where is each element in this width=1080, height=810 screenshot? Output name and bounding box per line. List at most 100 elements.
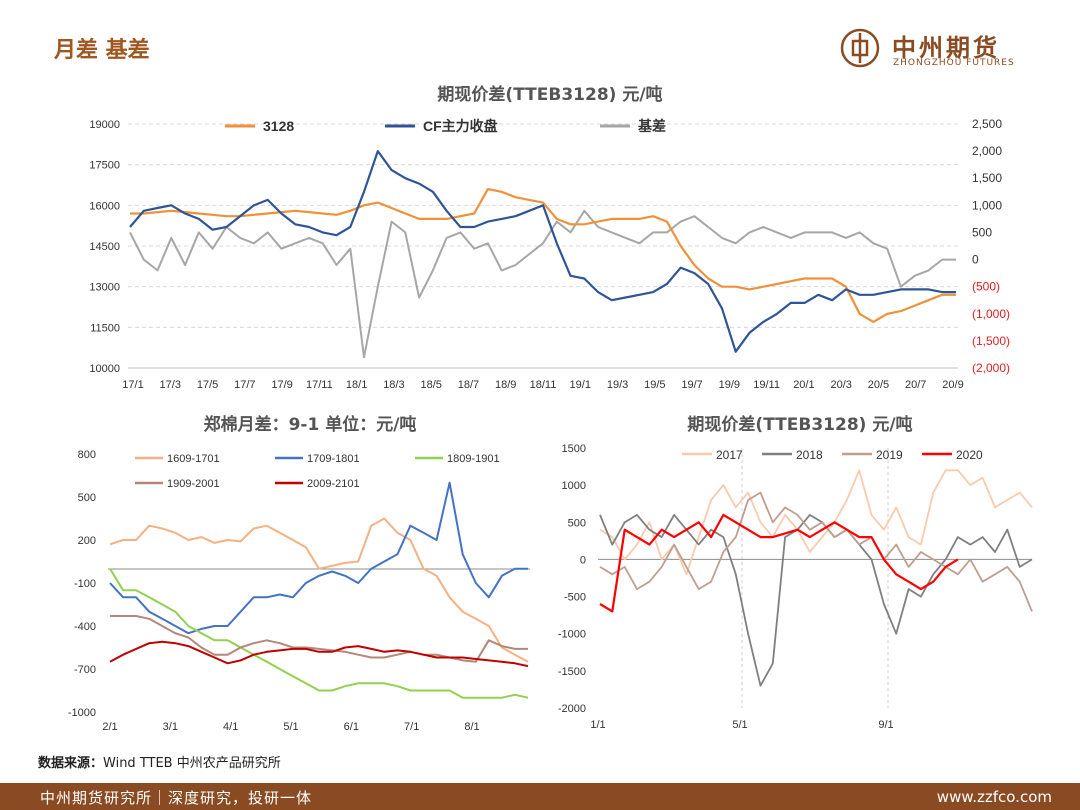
x-tick-label: 6/1 (344, 721, 359, 733)
series-line-2019 (599, 491, 1033, 612)
y-right-tick-label: 2,500 (972, 117, 1002, 131)
series-line-1809-1901 (109, 568, 529, 699)
y-tick-label: -1000 (558, 629, 586, 641)
y-tick-label: 500 (568, 517, 586, 529)
logo-text-cn: 中州期货 (892, 34, 1000, 62)
y-right-tick-label: 1,500 (972, 171, 1002, 185)
yearly-chart-title: 期现价差(TTEB3128) 元/吨 (687, 415, 913, 435)
legend-label: 基差 (638, 118, 666, 134)
series-line-基差 (129, 209, 956, 359)
y-tick-label: 1500 (562, 443, 586, 455)
y-tick-label: 500 (78, 492, 96, 504)
x-tick-label: 20/3 (830, 379, 851, 391)
y-left-tick-label: 11500 (90, 322, 120, 334)
series-line-2017 (599, 469, 1033, 576)
legend-label: 1809-1901 (447, 453, 500, 465)
x-tick-label: 18/11 (530, 379, 557, 391)
x-tick-label: 18/9 (495, 379, 516, 391)
x-tick-label: 19/5 (644, 379, 665, 391)
series-line-CF主力收盘 (129, 150, 956, 353)
source-label: 数据来源： (38, 756, 104, 771)
legend-label: 2017 (716, 448, 743, 462)
y-right-tick-label: 500 (972, 225, 992, 239)
series-line-2018 (599, 514, 1033, 687)
legend-label: 2019 (876, 448, 903, 462)
y-right-tick-label: 1,000 (972, 198, 1002, 212)
series-line-1609-1701 (109, 517, 529, 663)
y-left-tick-label: 19000 (89, 119, 120, 131)
x-tick-label: 5/1 (732, 719, 747, 731)
y-tick-label: -100 (74, 578, 96, 590)
logo-mark-icon (840, 28, 880, 68)
footer-slogan: 中州期货研究所｜深度研究，投研一体 (40, 789, 313, 807)
x-tick-label: 18/7 (458, 379, 479, 391)
y-tick-label: -500 (564, 592, 586, 604)
x-tick-label: 19/7 (681, 379, 702, 391)
source-text: Wind TTEB 中州农产品研究所 (103, 756, 281, 771)
y-left-tick-label: 13000 (89, 282, 120, 294)
x-tick-label: 5/1 (283, 721, 298, 733)
footer-website: www.zzfco.com (936, 788, 1052, 806)
series-line-1709-1801 (109, 481, 528, 635)
x-tick-label: 3/1 (163, 721, 178, 733)
legend-label: CF主力收盘 (423, 118, 498, 134)
x-tick-label: 7/1 (404, 721, 419, 733)
logo-text-en: ZHONGZHOU FUTURES (893, 58, 1015, 68)
legend-label: 1709-1801 (307, 453, 360, 465)
x-tick-label: 17/3 (160, 379, 181, 391)
x-tick-label: 17/7 (234, 379, 255, 391)
spread-chart-title: 郑棉月差：9-1 单位：元/吨 (203, 415, 417, 435)
legend-label: 2009-2101 (307, 478, 360, 490)
legend-label: 2020 (956, 448, 983, 462)
x-tick-label: 18/5 (420, 379, 441, 391)
y-left-tick-label: 17500 (89, 160, 120, 172)
x-tick-label: 17/1 (122, 379, 143, 391)
main-chart-title: 期现价差(TTEB3128) 元/吨 (437, 85, 663, 105)
page-title: 月差 基差 (54, 38, 150, 63)
x-tick-label: 17/5 (197, 379, 218, 391)
y-left-tick-label: 10000 (89, 363, 120, 375)
y-tick-label: 0 (580, 554, 586, 566)
x-tick-label: 19/3 (607, 379, 628, 391)
series-line-2020 (599, 513, 959, 613)
x-tick-label: 18/3 (383, 379, 404, 391)
legend-label: 1909-2001 (167, 478, 220, 490)
legend-label: 1609-1701 (167, 453, 220, 465)
series-line-1909-2001 (110, 615, 528, 663)
y-tick-label: -700 (74, 664, 96, 676)
x-tick-label: 2/1 (102, 721, 117, 733)
y-tick-label: -1500 (558, 666, 586, 678)
y-left-tick-label: 16000 (89, 200, 120, 212)
x-tick-label: 8/1 (464, 721, 479, 733)
x-tick-label: 4/1 (223, 721, 238, 733)
y-tick-label: -400 (74, 621, 96, 633)
y-tick-label: -1000 (68, 707, 96, 719)
y-right-tick-label: 0 (972, 253, 979, 267)
y-tick-label: 1000 (562, 480, 586, 492)
y-right-tick-label: (2,000) (972, 361, 1010, 375)
legend-label: 2018 (796, 448, 823, 462)
series-line-3128 (130, 188, 956, 323)
x-tick-label: 17/9 (271, 379, 292, 391)
y-right-tick-label: (1,000) (972, 307, 1010, 321)
x-tick-label: 20/7 (905, 379, 926, 391)
monthly-spread-chart: 800 500 200 -100 -400 -700 -1000 2/1 3/1 4/1 5/1 6/… (68, 449, 530, 733)
x-tick-label: 20/5 (868, 379, 889, 391)
legend-label: 3128 (263, 118, 294, 134)
yearly-basis-chart: 1500 1000 500 0 -500 -1000 -1500 -2000 1/1 5/1 9/1… (558, 443, 1033, 731)
y-tick-label: 200 (78, 535, 96, 547)
y-left-tick-label: 14500 (89, 241, 120, 253)
series-line-2009-2101 (109, 640, 529, 668)
x-tick-label: 19/9 (719, 379, 740, 391)
x-tick-label: 19/11 (753, 379, 780, 391)
x-tick-label: 9/1 (878, 719, 893, 731)
data-source-note: 数据来源：Wind TTEB 中州农产品研究所 (38, 752, 281, 771)
x-tick-label: 20/9 (942, 379, 963, 391)
y-tick-label: -2000 (558, 703, 586, 715)
x-tick-label: 17/11 (306, 379, 333, 391)
main-basis-chart: 19000 17500 16000 14500 13000 11500 10000 2,500… (89, 117, 1010, 391)
y-tick-label: 800 (78, 449, 96, 461)
x-tick-label: 18/1 (346, 379, 367, 391)
x-tick-label: 1/1 (590, 719, 605, 731)
x-tick-label: 20/1 (793, 379, 814, 391)
